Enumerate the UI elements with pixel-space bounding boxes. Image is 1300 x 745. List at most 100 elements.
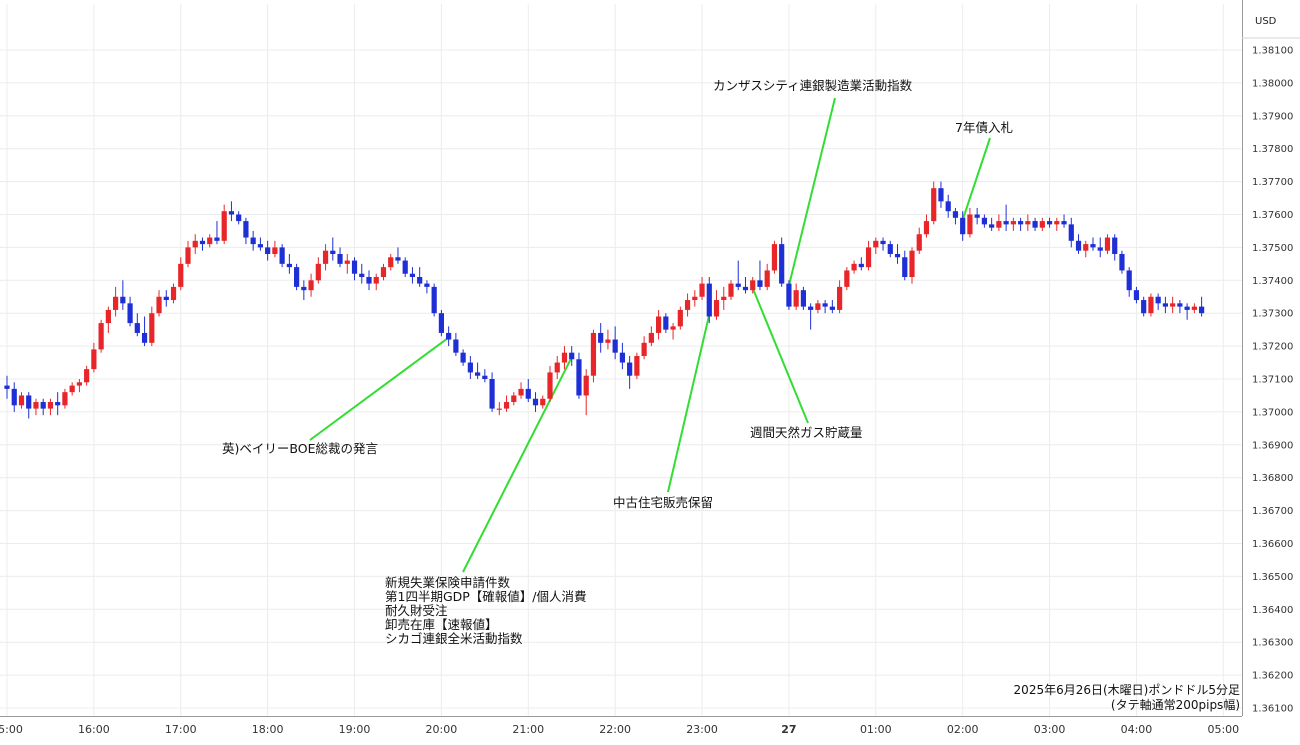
x-tick-label: 16:00 bbox=[78, 723, 110, 736]
candle bbox=[1068, 217, 1074, 248]
candle bbox=[503, 395, 510, 412]
x-tick-label: 02:00 bbox=[947, 723, 979, 736]
candle-body bbox=[228, 211, 235, 215]
candle-body bbox=[1170, 303, 1176, 307]
candle-body bbox=[40, 402, 46, 409]
candle-body bbox=[923, 221, 930, 235]
candle-body bbox=[460, 352, 466, 363]
candle bbox=[1104, 234, 1111, 254]
candle bbox=[330, 237, 336, 261]
candle-body bbox=[1010, 221, 1016, 225]
candle-body bbox=[829, 306, 835, 310]
candle-body bbox=[69, 385, 75, 393]
candle bbox=[322, 244, 329, 271]
candle bbox=[634, 352, 640, 379]
candle bbox=[952, 207, 959, 225]
candle bbox=[33, 398, 39, 416]
candle bbox=[359, 263, 365, 284]
y-tick-label: 1.36700 bbox=[1252, 506, 1293, 517]
candle-body bbox=[808, 306, 814, 310]
candle bbox=[460, 349, 466, 366]
candle bbox=[808, 303, 814, 330]
candle bbox=[1039, 217, 1045, 231]
candle bbox=[1170, 296, 1176, 314]
candle bbox=[4, 375, 10, 399]
candle-body bbox=[315, 263, 321, 281]
candle bbox=[76, 379, 82, 393]
candle bbox=[438, 309, 444, 337]
candle-body bbox=[547, 372, 553, 399]
candle bbox=[1119, 250, 1125, 274]
candle bbox=[221, 204, 227, 245]
x-tick-label: 21:00 bbox=[512, 723, 544, 736]
candle bbox=[1162, 296, 1168, 314]
candle bbox=[453, 332, 459, 356]
candle bbox=[120, 280, 126, 310]
candle-body bbox=[1018, 221, 1024, 225]
candle-body bbox=[120, 296, 126, 304]
y-tick-label: 1.37700 bbox=[1252, 177, 1293, 188]
candle bbox=[771, 240, 778, 274]
candle bbox=[728, 280, 734, 301]
candle-body bbox=[214, 237, 220, 241]
candle bbox=[945, 194, 951, 218]
candle bbox=[996, 214, 1002, 231]
annotation-text: 7年債入札 bbox=[955, 120, 1013, 135]
candle bbox=[1032, 217, 1038, 231]
candle-body bbox=[330, 250, 336, 254]
candle-body bbox=[279, 247, 285, 264]
candle bbox=[431, 283, 437, 317]
candle-body bbox=[981, 217, 987, 225]
candle-body bbox=[1097, 247, 1103, 251]
candle bbox=[692, 290, 698, 307]
candle bbox=[902, 250, 908, 281]
x-tick-label: 27 bbox=[781, 723, 796, 736]
x-tick-label: 05:00 bbox=[1207, 723, 1239, 736]
candle bbox=[1083, 240, 1089, 258]
candle-body bbox=[880, 240, 886, 245]
candle-body bbox=[844, 270, 850, 287]
candle-body bbox=[84, 369, 90, 383]
candle-body bbox=[902, 257, 908, 278]
candle-body bbox=[308, 280, 314, 291]
candle bbox=[199, 237, 206, 251]
candle bbox=[91, 342, 97, 373]
candle bbox=[308, 273, 314, 297]
candle-body bbox=[837, 286, 843, 310]
x-tick-label: 20:00 bbox=[426, 723, 458, 736]
annotation-text: 卸売在庫【速報値】 bbox=[385, 617, 498, 632]
candle bbox=[1148, 293, 1154, 317]
y-tick-label: 1.37800 bbox=[1252, 144, 1293, 155]
candle bbox=[590, 329, 597, 383]
candle-body bbox=[467, 362, 473, 373]
candle-body bbox=[858, 263, 864, 268]
candle-body bbox=[612, 339, 618, 353]
candle bbox=[1097, 237, 1103, 258]
candle bbox=[960, 211, 966, 241]
x-tick-label: 23:00 bbox=[686, 723, 718, 736]
candle bbox=[98, 319, 104, 353]
candle-body bbox=[511, 395, 517, 403]
candle-body bbox=[996, 221, 1002, 228]
candle-body bbox=[1068, 224, 1074, 241]
x-tick-label: 04:00 bbox=[1121, 723, 1153, 736]
candle-body bbox=[960, 217, 966, 235]
candle-body bbox=[489, 379, 495, 409]
candle bbox=[178, 257, 184, 291]
candle bbox=[989, 217, 995, 231]
candle bbox=[40, 398, 46, 416]
candle-body bbox=[598, 332, 604, 343]
candle bbox=[540, 395, 546, 409]
y-tick-label: 1.36200 bbox=[1252, 671, 1293, 682]
y-tick-label: 1.36100 bbox=[1252, 704, 1293, 715]
candle bbox=[1010, 217, 1016, 231]
candle bbox=[1199, 296, 1205, 317]
annotation-text: カンザスシティ連銀製造業活動指数 bbox=[713, 78, 913, 93]
candle bbox=[873, 237, 879, 254]
candle-body bbox=[771, 244, 778, 271]
candle-body bbox=[1155, 296, 1161, 304]
candle-body bbox=[1025, 221, 1031, 225]
candle bbox=[793, 283, 799, 310]
candle bbox=[923, 214, 930, 238]
candle bbox=[105, 306, 111, 333]
